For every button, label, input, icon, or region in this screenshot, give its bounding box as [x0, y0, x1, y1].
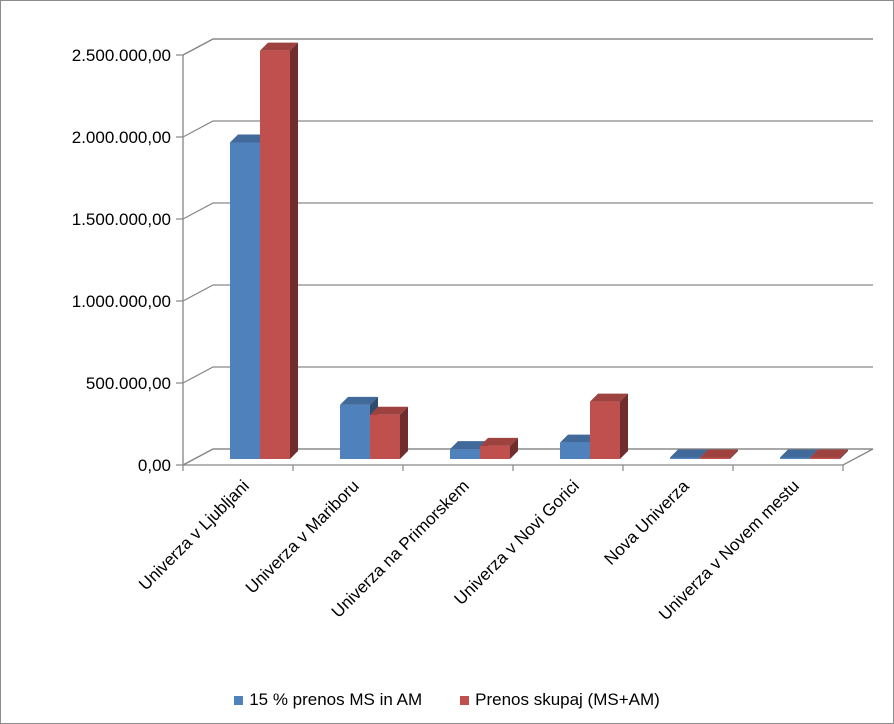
bar-series-2-2: [480, 437, 518, 459]
bar-series-1-1: [340, 396, 378, 459]
legend-label-series-1: 15 % prenos MS in AM: [249, 690, 423, 709]
gridline: [182, 120, 873, 138]
gridline: [182, 366, 873, 384]
bar-top-face: [590, 393, 628, 402]
bar-front-face: [560, 442, 590, 459]
bar-front-face: [450, 449, 480, 459]
bar-front-face: [670, 457, 700, 459]
bar-series-2-4: [700, 449, 738, 459]
bar-front-face: [780, 457, 810, 459]
x-category-label: Nova Univerza: [601, 476, 694, 569]
x-category-label: Univerza v Ljubljani: [135, 476, 253, 594]
bar-front-face: [230, 142, 260, 460]
bar-series-2-1: [370, 406, 408, 459]
bar-front-face: [700, 457, 730, 459]
bar-front-face: [340, 404, 370, 459]
legend: 15 % prenos MS in AM Prenos skupaj (MS+A…: [0, 688, 894, 712]
bars: [230, 42, 848, 460]
x-category-label: Univerza v Novi Gorici: [450, 476, 582, 608]
bar-series-2-3: [590, 393, 628, 459]
y-tick-label: 2.000.000,00: [72, 128, 171, 147]
bar-top-face: [370, 406, 408, 415]
bar-front-face: [370, 414, 400, 459]
x-category-label: Univerza v Mariboru: [242, 476, 363, 597]
bar-series-2-5: [810, 449, 848, 459]
legend-item-series-2: Prenos skupaj (MS+AM): [460, 690, 660, 710]
legend-swatch-series-1: [234, 695, 244, 705]
bar-top-face: [260, 42, 298, 51]
bar-top-face: [560, 434, 598, 443]
bar-side-face: [620, 393, 628, 459]
bar-side-face: [400, 406, 408, 459]
y-axis-tick-labels: 0,00 500.000,00 1.000.000,00 1.500.000,00 2.…: [72, 46, 171, 475]
bar-top-face: [480, 437, 518, 446]
y-tick-label: 1.000.000,00: [72, 292, 171, 311]
legend-swatch-series-2: [460, 695, 470, 705]
y-tick-label: 1.500.000,00: [72, 210, 171, 229]
gridline: [182, 284, 873, 302]
bar-side-face: [730, 449, 738, 459]
y-tick-label: 2.500.000,00: [72, 46, 171, 65]
bar-top-face: [450, 441, 488, 450]
legend-label-series-2: Prenos skupaj (MS+AM): [475, 690, 660, 709]
y-tick-label: 500.000,00: [86, 374, 171, 393]
legend-item-series-1: 15 % prenos MS in AM: [234, 690, 422, 710]
bar-top-face: [230, 134, 268, 143]
bar-front-face: [810, 457, 840, 459]
bar-front-face: [590, 401, 620, 459]
bar-top-face: [700, 449, 738, 458]
y-tick-label: 0,00: [138, 456, 171, 475]
bar-top-face: [780, 449, 818, 458]
bar-front-face: [260, 50, 290, 459]
bar-series-2-0: [260, 42, 298, 459]
bar-side-face: [510, 437, 518, 459]
gridlines: [176, 38, 873, 471]
bar-front-face: [480, 445, 510, 459]
gridline: [182, 202, 873, 220]
bar-top-face: [340, 396, 378, 405]
gridline: [182, 38, 873, 56]
gridline: [182, 448, 873, 466]
bar-side-face: [290, 42, 298, 459]
bar-top-face: [810, 449, 848, 458]
bar-side-face: [840, 449, 848, 459]
bar-top-face: [670, 449, 708, 458]
